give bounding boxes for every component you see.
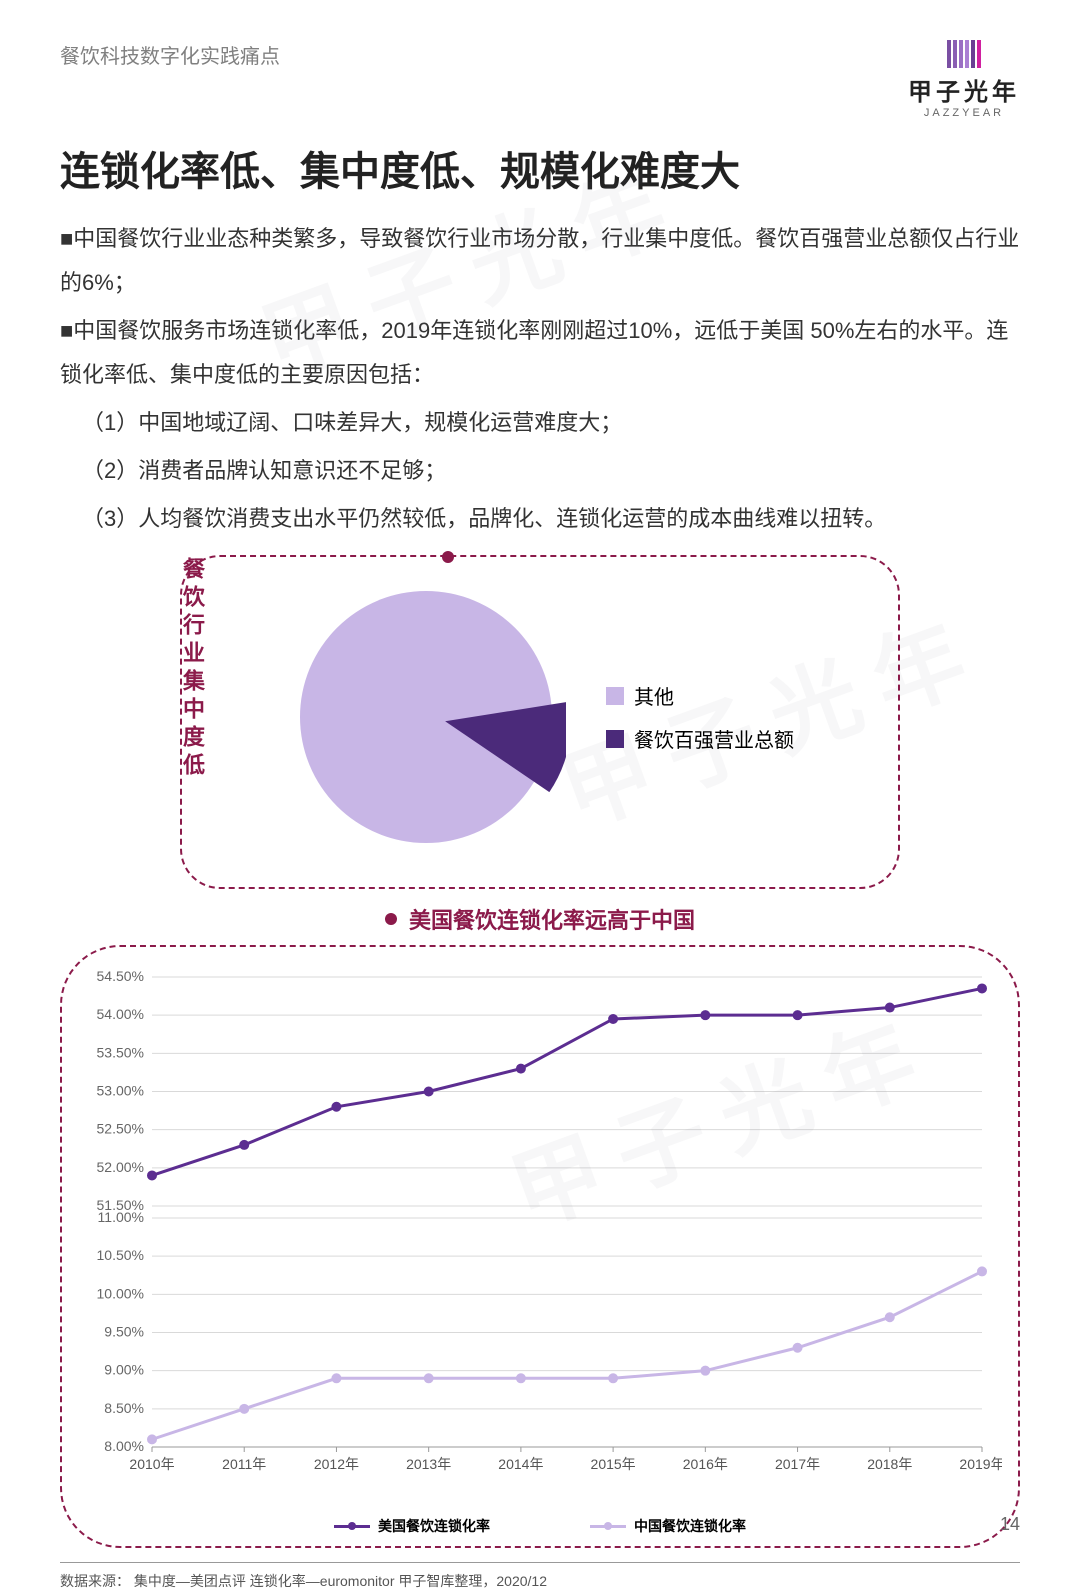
decorative-dot (442, 551, 454, 563)
body-text: ■中国餐饮行业业态种类繁多，导致餐饮行业市场分散，行业集中度低。餐饮百强营业总额… (60, 217, 1020, 541)
paragraph: （3）人均餐饮消费支出水平仍然较低，品牌化、连锁化运营的成本曲线难以扭转。 (60, 497, 1020, 541)
svg-text:53.50%: 53.50% (97, 1044, 144, 1060)
svg-text:2014年: 2014年 (498, 1456, 543, 1472)
svg-text:2013年: 2013年 (406, 1456, 451, 1472)
line-chart: 51.50%52.00%52.50%53.00%53.50%54.00%54.5… (82, 967, 1002, 1507)
svg-text:2017年: 2017年 (775, 1456, 820, 1472)
svg-text:10.00%: 10.00% (97, 1285, 144, 1301)
svg-text:9.50%: 9.50% (104, 1324, 144, 1340)
decorative-dot (385, 913, 397, 925)
logo-subtext: JAZZYEAR (924, 107, 1004, 119)
pie-side-title: 餐饮行业集中度低 (176, 557, 208, 781)
legend-item: 美国餐饮连锁化率 (334, 1516, 490, 1536)
pie-chart (286, 577, 566, 857)
svg-text:2010年: 2010年 (129, 1456, 174, 1472)
legend-item: 中国餐饮连锁化率 (590, 1516, 746, 1536)
logo: 甲子光年 JAZZYEAR (908, 40, 1020, 119)
svg-text:2012年: 2012年 (314, 1456, 359, 1472)
line-legend: 美国餐饮连锁化率 中国餐饮连锁化率 (82, 1516, 998, 1536)
footer-source: 数据来源： 集中度—美团点评 连锁化率—euromonitor 甲子智库整理，2… (60, 1562, 1020, 1591)
line-chart-title: 美国餐饮连锁化率远高于中国 (409, 903, 695, 935)
svg-text:2015年: 2015年 (591, 1456, 636, 1472)
svg-text:2016年: 2016年 (683, 1456, 728, 1472)
paragraph: （1）中国地域辽阔、口味差异大，规模化运营难度大； (60, 401, 1020, 445)
line-chart-block: 51.50%52.00%52.50%53.00%53.50%54.00%54.5… (60, 945, 1020, 1548)
legend-item: 餐饮百强营业总额 (606, 724, 794, 753)
breadcrumb: 餐饮科技数字化实践痛点 (60, 40, 280, 69)
paragraph: （2）消费者品牌认知意识还不足够； (60, 449, 1020, 493)
svg-text:2018年: 2018年 (867, 1456, 912, 1472)
paragraph: ■中国餐饮行业业态种类繁多，导致餐饮行业市场分散，行业集中度低。餐饮百强营业总额… (60, 217, 1020, 305)
legend-item: 其他 (606, 681, 794, 710)
svg-text:8.50%: 8.50% (104, 1400, 144, 1416)
logo-text: 甲子光年 (908, 72, 1020, 107)
pie-chart-block: 餐饮行业集中度低 其他餐饮百强营业总额 (180, 555, 900, 889)
line-chart-title-row: 美国餐饮连锁化率远高于中国 (60, 903, 1020, 935)
page-number: 14 (1000, 1514, 1020, 1535)
svg-text:8.00%: 8.00% (104, 1438, 144, 1454)
svg-text:54.00%: 54.00% (97, 1006, 144, 1022)
svg-text:2011年: 2011年 (222, 1456, 266, 1472)
svg-text:52.50%: 52.50% (97, 1121, 144, 1137)
svg-text:10.50%: 10.50% (97, 1247, 144, 1263)
pie-legend: 其他餐饮百强营业总额 (606, 681, 794, 753)
svg-text:9.00%: 9.00% (104, 1362, 144, 1378)
page-title: 连锁化率低、集中度低、规模化难度大 (60, 139, 1020, 197)
svg-text:2019年: 2019年 (959, 1456, 1002, 1472)
svg-text:54.50%: 54.50% (97, 968, 144, 984)
svg-text:11.00%: 11.00% (98, 1209, 144, 1225)
header: 餐饮科技数字化实践痛点 甲子光年 JAZZYEAR (60, 40, 1020, 119)
paragraph: ■中国餐饮服务市场连锁化率低，2019年连锁化率刚刚超过10%，远低于美国 50… (60, 309, 1020, 397)
svg-text:52.00%: 52.00% (97, 1159, 144, 1175)
svg-text:53.00%: 53.00% (97, 1083, 144, 1099)
